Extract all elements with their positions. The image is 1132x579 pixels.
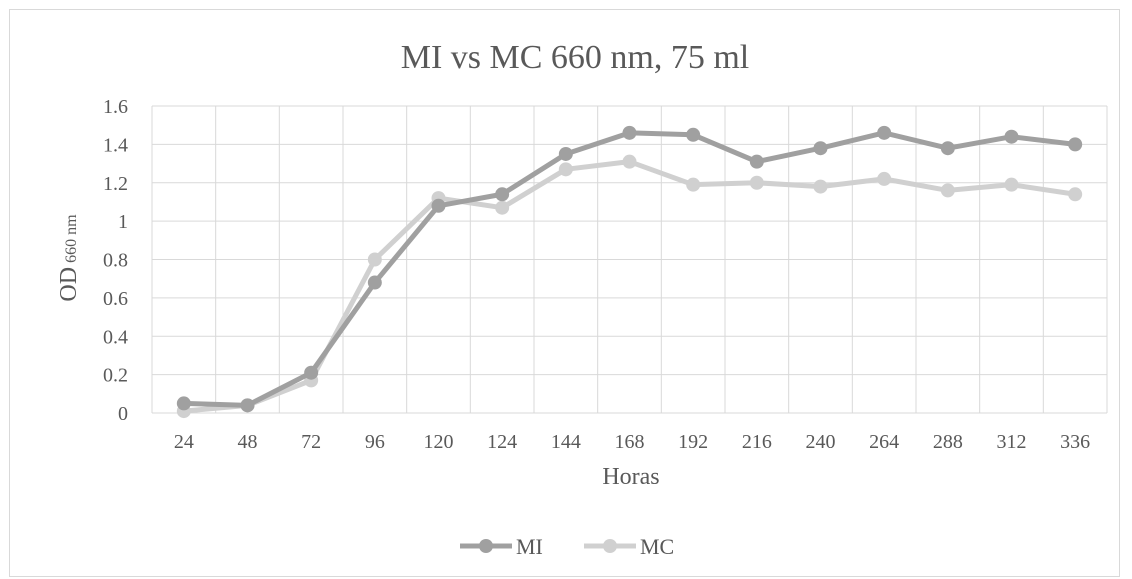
grid <box>151 105 1108 414</box>
data-point-mc <box>367 252 382 267</box>
x-tick-label: 216 <box>742 431 772 453</box>
data-point-mi <box>304 365 319 380</box>
y-tick-label: 1 <box>118 211 128 233</box>
data-point-mc <box>1068 187 1083 202</box>
data-point-mc <box>940 183 955 198</box>
data-point-mi <box>622 125 637 140</box>
legend-marker-mc <box>603 539 617 553</box>
data-point-mi <box>813 141 828 156</box>
data-point-mi <box>431 198 446 213</box>
data-point-mi <box>749 154 764 169</box>
x-tick-label: 96 <box>365 431 385 453</box>
y-axis-title-sub: 660 nm <box>63 214 80 263</box>
legend-label-mi: MI <box>516 534 543 559</box>
data-point-mc <box>1004 177 1019 192</box>
x-tick-label: 288 <box>933 431 963 453</box>
series-mi <box>176 125 1083 413</box>
data-point-mc <box>813 179 828 194</box>
data-point-mi <box>367 275 382 290</box>
y-tick-label: 0.4 <box>103 326 128 348</box>
legend-marker-mi <box>479 539 493 553</box>
legend: MI MC <box>460 534 674 559</box>
series-line-mi <box>181 130 1078 408</box>
x-tick-label: 312 <box>997 431 1027 453</box>
y-tick-label: 0.6 <box>103 288 128 310</box>
chart-frame <box>9 9 1120 577</box>
x-tick-label: 336 <box>1060 431 1090 453</box>
x-tick-label: 144 <box>551 431 581 453</box>
y-tick-label: 1.2 <box>103 173 128 195</box>
data-point-mi <box>686 127 701 142</box>
data-point-mc <box>622 154 637 169</box>
legend-label-mc: MC <box>640 534 674 559</box>
y-tick-labels: 0 0.2 0.4 0.6 0.8 1 1.2 1.4 1.6 <box>103 96 128 425</box>
y-axis-title: OD 660 nm <box>56 214 82 302</box>
x-tick-label: 192 <box>678 431 708 453</box>
y-tick-label: 1.4 <box>103 134 128 156</box>
x-tick-label: 168 <box>615 431 645 453</box>
data-point-mi <box>1068 137 1083 152</box>
data-point-mc <box>877 171 892 186</box>
data-point-mi <box>495 187 510 202</box>
data-point-mi <box>558 146 573 161</box>
y-tick-label: 1.6 <box>103 96 128 118</box>
x-tick-label: 72 <box>301 431 321 453</box>
data-point-mi <box>240 398 255 413</box>
series-layer <box>176 125 1083 419</box>
x-tick-label: 24 <box>174 431 194 453</box>
x-tick-label: 264 <box>869 431 899 453</box>
x-tick-label: 240 <box>806 431 836 453</box>
data-point-mi <box>176 396 191 411</box>
y-axis-title-main: OD <box>56 267 82 302</box>
x-tick-label: 124 <box>487 431 517 453</box>
data-point-mi <box>877 125 892 140</box>
chart-title: MI vs MC 660 nm, 75 ml <box>401 39 750 76</box>
y-tick-label: 0.2 <box>103 365 128 387</box>
y-tick-label: 0 <box>118 403 128 425</box>
x-tick-label: 120 <box>424 431 454 453</box>
x-tick-label: 48 <box>238 431 258 453</box>
data-point-mc <box>686 177 701 192</box>
x-tick-labels: 24 48 72 96 120 124 144 168 192 216 240 264 288 312 33… <box>174 431 1090 453</box>
y-tick-label: 0.8 <box>103 250 128 272</box>
data-point-mc <box>749 175 764 190</box>
x-axis-title: Horas <box>602 464 659 490</box>
data-point-mc <box>495 200 510 215</box>
data-point-mc <box>558 162 573 177</box>
data-point-mi <box>1004 129 1019 144</box>
data-point-mi <box>940 141 955 156</box>
